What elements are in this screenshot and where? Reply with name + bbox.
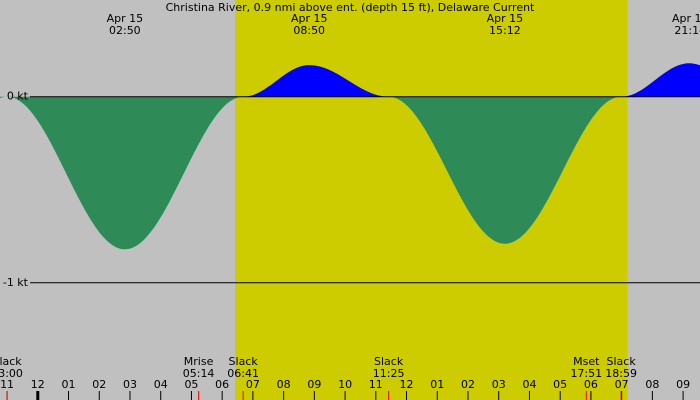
x-tick-label: 02: [92, 378, 106, 391]
event-time: 05:14: [183, 367, 215, 380]
x-tick-label: 09: [676, 378, 690, 391]
x-tick-label: 05: [184, 378, 198, 391]
event-time: 18:59: [605, 367, 637, 380]
event-time: 11:25: [373, 367, 405, 380]
x-tick-label: 08: [645, 378, 659, 391]
x-tick-label: 04: [522, 378, 536, 391]
event-label: Slack: [607, 355, 637, 368]
x-tick-label: 11: [369, 378, 383, 391]
x-tick-label: 09: [307, 378, 321, 391]
x-tick-label: 03: [123, 378, 137, 391]
peak-date: Apr 15: [672, 12, 700, 25]
daylight-shade: [235, 0, 628, 400]
x-tick-label: 03: [492, 378, 506, 391]
x-tick-label: 04: [154, 378, 168, 391]
y-tick-label: 0 kt: [7, 90, 29, 103]
x-tick-label: 01: [430, 378, 444, 391]
y-tick-label: -1 kt: [3, 276, 29, 289]
event-label: Slack: [0, 355, 22, 368]
x-tick-label: 11: [0, 378, 14, 391]
peak-date: Apr 15: [487, 12, 524, 25]
x-tick-label: 10: [338, 378, 352, 391]
event-time: 06:41: [227, 367, 259, 380]
peak-time: 02:50: [109, 24, 141, 37]
x-tick-label: 08: [277, 378, 291, 391]
event-label: Mset: [573, 355, 600, 368]
x-tick-label: 02: [461, 378, 475, 391]
peak-time: 15:12: [489, 24, 521, 37]
event-time: 17:51: [570, 367, 602, 380]
peak-time: 21:14: [674, 24, 700, 37]
x-tick-label: 07: [615, 378, 629, 391]
event-label: Slack: [229, 355, 259, 368]
x-tick-label: 12: [400, 378, 414, 391]
x-tick-label: 05: [553, 378, 567, 391]
event-label: Mrise: [184, 355, 214, 368]
x-tick-label: 06: [584, 378, 598, 391]
current-area: [0, 63, 700, 250]
peak-date: Apr 15: [291, 12, 328, 25]
event-label: Slack: [374, 355, 404, 368]
peak-date: Apr 15: [107, 12, 144, 25]
x-tick-label: 12: [31, 378, 45, 391]
x-tick-label: 07: [246, 378, 260, 391]
event-time: 23:00: [0, 367, 23, 380]
x-tick-label: 06: [215, 378, 229, 391]
x-tick-label: 01: [62, 378, 76, 391]
peak-time: 08:50: [293, 24, 325, 37]
chart-title: Christina River, 0.9 nmi above ent. (dep…: [166, 1, 535, 14]
